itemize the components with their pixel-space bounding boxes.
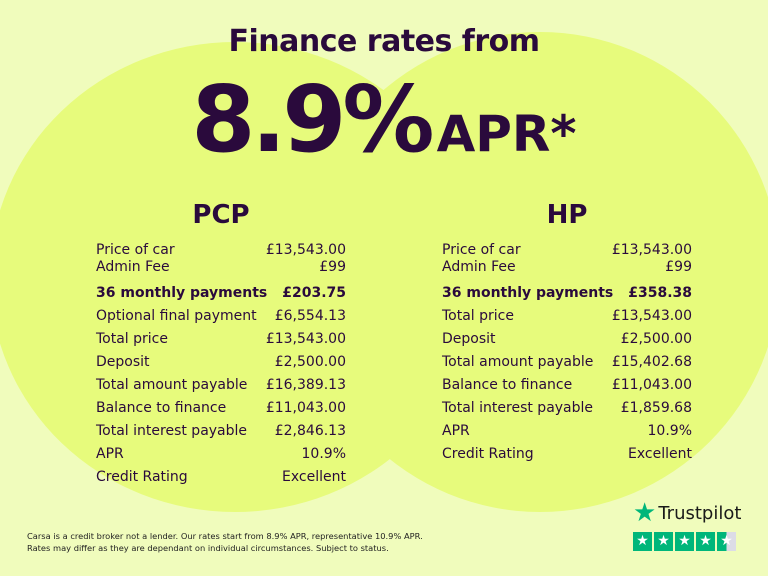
half-star-icon: ★ xyxy=(717,532,736,551)
row-value: 10.9% xyxy=(301,446,346,462)
row-label: Optional final payment xyxy=(96,308,257,324)
row-label: Total amount payable xyxy=(442,354,594,370)
row-value: £11,043.00 xyxy=(265,400,346,416)
table-row: Balance to finance £11,043.00 xyxy=(442,374,692,397)
row-value: Excellent xyxy=(282,469,346,485)
table-row: APR 10.9% xyxy=(442,420,692,443)
row-label: Total amount payable xyxy=(96,377,248,393)
row-label: Price of car xyxy=(442,242,521,258)
row-label: Total price xyxy=(96,331,168,347)
hp-table: HP Price of car £13,543.00 Admin Fee £99 36 … xyxy=(442,200,692,466)
row-label: Total interest payable xyxy=(442,400,594,416)
row-value: £99 xyxy=(319,259,346,275)
headline: Finance rates from xyxy=(228,24,540,59)
rate-value: 8.9% xyxy=(191,66,434,173)
row-label: Balance to finance xyxy=(96,400,227,416)
row-value: Excellent xyxy=(628,446,692,462)
table-row: Balance to finance £11,043.00 xyxy=(96,397,346,420)
table-row: Credit Rating Excellent xyxy=(442,443,692,466)
row-value: £2,500.00 xyxy=(274,354,346,370)
disclaimer-line: Rates may differ as they are dependant o… xyxy=(27,543,389,553)
row-label: 36 monthly payments xyxy=(442,285,614,301)
trustpilot-badge[interactable]: ★ Trustpilot ★ ★ ★ ★ ★ xyxy=(633,498,741,551)
table-row: Total amount payable £15,402.68 xyxy=(442,351,692,374)
rate-suffix: APR* xyxy=(436,105,577,163)
table-row: 36 monthly payments £203.75 xyxy=(96,282,346,305)
table-row: Admin Fee £99 xyxy=(96,259,346,276)
disclaimer: Carsa is a credit broker not a lender. O… xyxy=(27,530,423,554)
row-value: £1,859.68 xyxy=(620,400,692,416)
decor-circle-right xyxy=(300,32,768,512)
row-label: APR xyxy=(96,446,124,462)
hp-title: HP xyxy=(546,200,588,230)
row-value: £13,543.00 xyxy=(265,242,346,258)
row-value: £203.75 xyxy=(282,285,346,301)
row-label: Credit Rating xyxy=(96,469,188,485)
rate-display: 8.9% APR* xyxy=(0,66,768,173)
row-value: £99 xyxy=(665,259,692,275)
row-label: Total interest payable xyxy=(96,423,248,439)
pcp-table: PCP Price of car £13,543.00 Admin Fee £99 36… xyxy=(96,200,346,489)
table-row: Credit Rating Excellent xyxy=(96,466,346,489)
table-row: Total interest payable £2,846.13 xyxy=(96,420,346,443)
table-row: Total amount payable £16,389.13 xyxy=(96,374,346,397)
row-value: £16,389.13 xyxy=(265,377,346,393)
star-icon: ★ xyxy=(654,532,673,551)
row-label: Admin Fee xyxy=(442,259,516,275)
table-row: Total price £13,543.00 xyxy=(442,305,692,328)
row-label: APR xyxy=(442,423,470,439)
table-row: Price of car £13,543.00 xyxy=(442,242,692,259)
table-row: Price of car £13,543.00 xyxy=(96,242,346,259)
table-row: Deposit £2,500.00 xyxy=(442,328,692,351)
row-label: Deposit xyxy=(96,354,150,370)
star-icon: ★ xyxy=(696,532,715,551)
table-row: APR 10.9% xyxy=(96,443,346,466)
row-value: £2,500.00 xyxy=(620,331,692,347)
row-label: Balance to finance xyxy=(442,377,573,393)
table-row: 36 monthly payments £358.38 xyxy=(442,282,692,305)
row-label: Credit Rating xyxy=(442,446,534,462)
trustpilot-star-icon: ★ xyxy=(633,498,657,528)
table-row: Total price £13,543.00 xyxy=(96,328,346,351)
row-label: Admin Fee xyxy=(96,259,170,275)
pcp-title: PCP xyxy=(192,200,250,230)
table-row: Admin Fee £99 xyxy=(442,259,692,276)
star-icon: ★ xyxy=(633,532,652,551)
trustpilot-rating: ★ ★ ★ ★ ★ xyxy=(633,532,741,551)
star-icon: ★ xyxy=(675,532,694,551)
row-value: £13,543.00 xyxy=(611,308,692,324)
row-value: £2,846.13 xyxy=(274,423,346,439)
table-row: Deposit £2,500.00 xyxy=(96,351,346,374)
row-value: £358.38 xyxy=(628,285,692,301)
row-value: 10.9% xyxy=(647,423,692,439)
row-value: £11,043.00 xyxy=(611,377,692,393)
row-value: £15,402.68 xyxy=(611,354,692,370)
trustpilot-name: Trustpilot xyxy=(658,502,742,524)
table-row: Optional final payment £6,554.13 xyxy=(96,305,346,328)
table-row: Total interest payable £1,859.68 xyxy=(442,397,692,420)
disclaimer-line: Carsa is a credit broker not a lender. O… xyxy=(27,531,423,541)
row-value: £13,543.00 xyxy=(611,242,692,258)
row-label: Price of car xyxy=(96,242,175,258)
row-label: 36 monthly payments xyxy=(96,285,268,301)
row-label: Deposit xyxy=(442,331,496,347)
row-value: £6,554.13 xyxy=(274,308,346,324)
row-value: £13,543.00 xyxy=(265,331,346,347)
row-label: Total price xyxy=(442,308,514,324)
